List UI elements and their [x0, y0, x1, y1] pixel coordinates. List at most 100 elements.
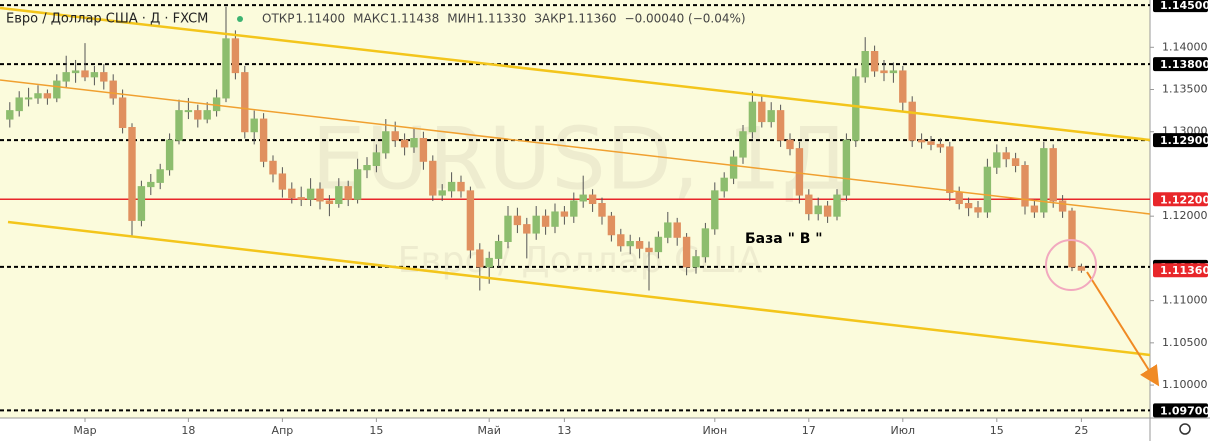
- x-tick-label: Июн: [702, 424, 727, 437]
- candle-body: [53, 80, 61, 99]
- candle-body: [673, 222, 681, 238]
- candle-body: [353, 169, 362, 200]
- candle-body: [494, 241, 503, 259]
- level-label-box: [1153, 133, 1208, 148]
- candle-body: [429, 160, 437, 196]
- candle-body: [34, 93, 42, 99]
- candle-body: [861, 51, 869, 78]
- candle-body: [250, 118, 258, 133]
- candle-body: [165, 139, 174, 171]
- candle-body: [175, 110, 183, 141]
- candle-body: [823, 205, 832, 217]
- x-tick-label: Июл: [891, 424, 916, 437]
- candle-body: [889, 70, 898, 74]
- candle-body: [231, 38, 240, 74]
- stat-value: 1.11400: [296, 12, 346, 26]
- candle-body: [363, 165, 371, 171]
- channel-upper: [0, 6, 1151, 142]
- settings-icon[interactable]: [1179, 423, 1191, 435]
- watermark-group: EURUSD, 1Д Евро / Доллар США: [311, 109, 848, 281]
- stat-label: МАКС: [353, 12, 388, 26]
- candle-body: [570, 200, 578, 217]
- candle-body: [974, 207, 982, 213]
- candle-body: [419, 137, 428, 162]
- gear[interactable]: [1179, 423, 1191, 435]
- y-tick-label: 1.14000: [1162, 40, 1208, 53]
- candle-body: [541, 215, 550, 227]
- candles: [6, 6, 1086, 291]
- candle-body: [297, 197, 305, 200]
- candle-body: [560, 211, 569, 217]
- symbol-title: Евро / Доллар США · Д · FXCM: [6, 12, 208, 27]
- candle-body: [711, 190, 719, 230]
- candle-body: [805, 194, 813, 215]
- y-tick-label: 1.11000: [1162, 294, 1208, 307]
- candle-body: [645, 247, 653, 253]
- candle-body: [720, 177, 728, 192]
- level-label-box: [1153, 192, 1208, 207]
- candle-body: [128, 127, 136, 221]
- candle-body: [1002, 152, 1010, 160]
- channel-lower: [7, 220, 1151, 357]
- stat-value: 1.11438: [390, 12, 440, 26]
- candle-body: [504, 215, 512, 243]
- candle-body: [748, 101, 757, 133]
- level-label-box: [1153, 0, 1208, 13]
- x-tick-label: 17: [802, 424, 816, 437]
- level-label: 1.12900: [1160, 134, 1210, 147]
- candle-body: [1068, 210, 1076, 268]
- x-tick-label: Мар: [73, 424, 96, 437]
- candle-body: [90, 72, 99, 78]
- x-tick-label: 25: [1074, 424, 1088, 437]
- channel-middle: [0, 79, 1151, 215]
- candle-body: [993, 152, 1001, 168]
- candle-body: [654, 236, 663, 253]
- candle-body: [617, 234, 625, 247]
- candle-body: [194, 110, 202, 120]
- candle-body: [109, 80, 117, 99]
- candle-body: [936, 143, 945, 148]
- level-label: 1.14500: [1160, 0, 1210, 12]
- highlight-circle: [1045, 239, 1097, 291]
- candle-body: [100, 72, 108, 82]
- forecast-arrow: [1086, 271, 1160, 387]
- candle-body: [1040, 148, 1048, 213]
- candle-body: [899, 70, 907, 103]
- level-label-box: [1153, 57, 1208, 72]
- x-tick-label: 18: [181, 424, 195, 437]
- y-tick-label: 1.10500: [1162, 336, 1208, 349]
- y-tick-label: 1.12000: [1162, 209, 1208, 222]
- candle-body: [476, 249, 484, 268]
- candle-body: [382, 131, 390, 154]
- stat-label: ОТКР: [262, 12, 295, 26]
- candle-body: [203, 110, 211, 120]
- candle-body: [1049, 148, 1057, 202]
- candle-body: [288, 188, 296, 199]
- candle-body: [184, 110, 193, 113]
- candle-body: [983, 166, 992, 213]
- candle-body: [814, 205, 822, 215]
- candle-body: [43, 93, 52, 99]
- candle-body: [729, 156, 738, 179]
- candle-body: [870, 51, 879, 72]
- candle-body: [964, 203, 973, 209]
- candle-body: [1058, 200, 1067, 212]
- candle-body: [1011, 158, 1020, 167]
- x-tick-label: Апр: [272, 424, 294, 437]
- price-axis: [1150, 0, 1210, 441]
- level-label: 1.09700: [1160, 404, 1210, 417]
- levels: [0, 4, 1150, 412]
- stat-label: ЗАКР: [534, 12, 566, 26]
- candle-body: [6, 110, 14, 120]
- candle-body: [457, 181, 465, 192]
- candle-body: [1021, 165, 1029, 207]
- stat-value: 1.11360: [567, 12, 617, 26]
- candle-body: [523, 224, 531, 234]
- candle-body: [137, 186, 146, 221]
- candle-body: [15, 97, 23, 112]
- x-tick-label: 15: [990, 424, 1004, 437]
- candle-body: [795, 148, 804, 196]
- candle-body: [335, 186, 343, 205]
- change: −0.00040 (−0.04%): [625, 12, 746, 26]
